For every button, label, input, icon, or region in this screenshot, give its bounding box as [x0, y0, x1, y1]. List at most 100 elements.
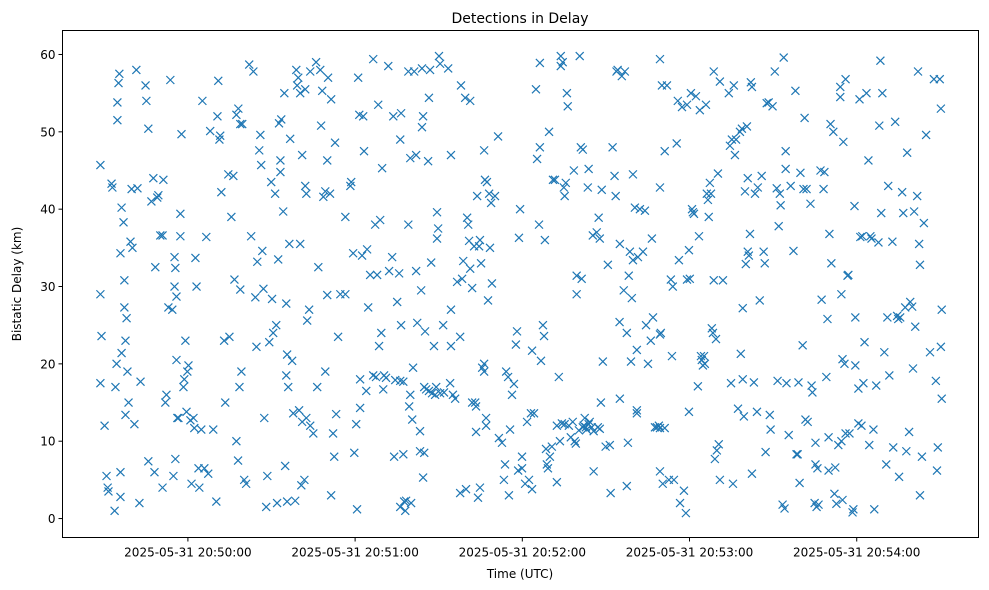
data-point — [415, 426, 425, 436]
data-point — [416, 285, 426, 295]
data-point — [285, 134, 295, 144]
data-point — [462, 213, 472, 223]
data-point — [774, 221, 784, 231]
data-point — [152, 193, 162, 202]
data-point — [170, 263, 180, 273]
data-point — [299, 475, 309, 485]
data-point — [869, 504, 879, 514]
data-point — [779, 53, 789, 62]
data-point — [420, 326, 430, 336]
data-point — [493, 132, 503, 141]
data-point — [430, 390, 440, 400]
data-point — [617, 71, 627, 81]
axis-ticks: 2025-05-31 20:50:00 2025-05-31 20:51:00 20… — [40, 48, 920, 560]
data-point — [760, 258, 770, 268]
data-point — [909, 207, 919, 216]
data-point — [452, 277, 462, 287]
data-point — [656, 328, 666, 338]
data-point — [300, 181, 310, 191]
data-point — [438, 320, 448, 330]
data-point — [835, 92, 845, 102]
data-point — [753, 183, 763, 192]
data-point — [349, 448, 359, 458]
data-point — [158, 231, 167, 240]
data-point — [874, 121, 884, 131]
data-point — [123, 367, 132, 377]
data-point — [919, 218, 929, 228]
data-point — [731, 135, 741, 144]
data-point — [170, 282, 179, 291]
y-axis-label: Bistatic Delay (km) — [10, 227, 24, 342]
data-point — [297, 150, 307, 160]
y-tick-label: 20 — [40, 357, 55, 371]
data-point — [116, 248, 125, 258]
data-point — [275, 156, 285, 165]
data-point — [703, 195, 713, 205]
data-point — [281, 371, 291, 380]
data-point — [643, 359, 653, 369]
data-point — [807, 388, 817, 397]
data-point — [759, 247, 769, 257]
data-point — [102, 471, 111, 481]
data-point — [352, 504, 362, 514]
data-point — [794, 377, 803, 387]
data-point — [95, 289, 105, 299]
data-point — [475, 483, 485, 493]
data-point — [824, 229, 834, 239]
data-point — [874, 238, 883, 247]
data-point — [869, 425, 878, 435]
data-point — [709, 67, 719, 76]
data-point — [704, 212, 714, 222]
data-point — [743, 173, 753, 183]
data-point — [615, 239, 625, 249]
data-point — [605, 440, 615, 450]
data-point — [259, 413, 269, 423]
data-point — [747, 82, 757, 92]
data-point — [133, 183, 142, 193]
data-point — [583, 183, 593, 192]
data-point — [838, 354, 847, 364]
data-point — [883, 181, 893, 191]
data-point — [374, 341, 384, 351]
data-point — [752, 407, 762, 417]
data-point — [595, 424, 605, 434]
data-point — [838, 495, 847, 505]
data-point — [517, 463, 527, 473]
data-points — [95, 51, 947, 518]
data-point — [572, 289, 582, 299]
data-point — [640, 206, 650, 216]
data-point — [423, 156, 433, 166]
data-point — [796, 168, 805, 178]
data-point — [543, 463, 553, 473]
data-point — [507, 390, 517, 400]
data-point — [305, 67, 315, 76]
data-point — [301, 189, 311, 199]
data-point — [373, 100, 383, 110]
data-point — [117, 203, 127, 213]
data-point — [555, 436, 565, 446]
data-point — [483, 296, 493, 305]
x-tick-label: 2025-05-31 20:53:00 — [626, 546, 753, 560]
data-point — [170, 454, 180, 464]
data-point — [526, 408, 536, 418]
data-point — [264, 337, 274, 347]
data-point — [295, 88, 305, 98]
data-point — [282, 350, 292, 360]
data-point — [471, 401, 481, 411]
data-point — [736, 349, 746, 359]
data-point — [432, 234, 442, 243]
data-point — [252, 257, 262, 267]
data-point — [786, 181, 796, 191]
data-point — [114, 69, 124, 79]
data-point — [211, 497, 221, 506]
data-point — [458, 256, 468, 266]
data-point — [213, 111, 222, 121]
data-point — [179, 374, 189, 384]
data-point — [291, 65, 301, 75]
data-point — [280, 461, 290, 471]
data-point — [666, 275, 676, 284]
data-point — [417, 122, 427, 132]
data-point — [237, 119, 247, 129]
data-point — [300, 84, 310, 94]
data-point — [558, 57, 568, 67]
